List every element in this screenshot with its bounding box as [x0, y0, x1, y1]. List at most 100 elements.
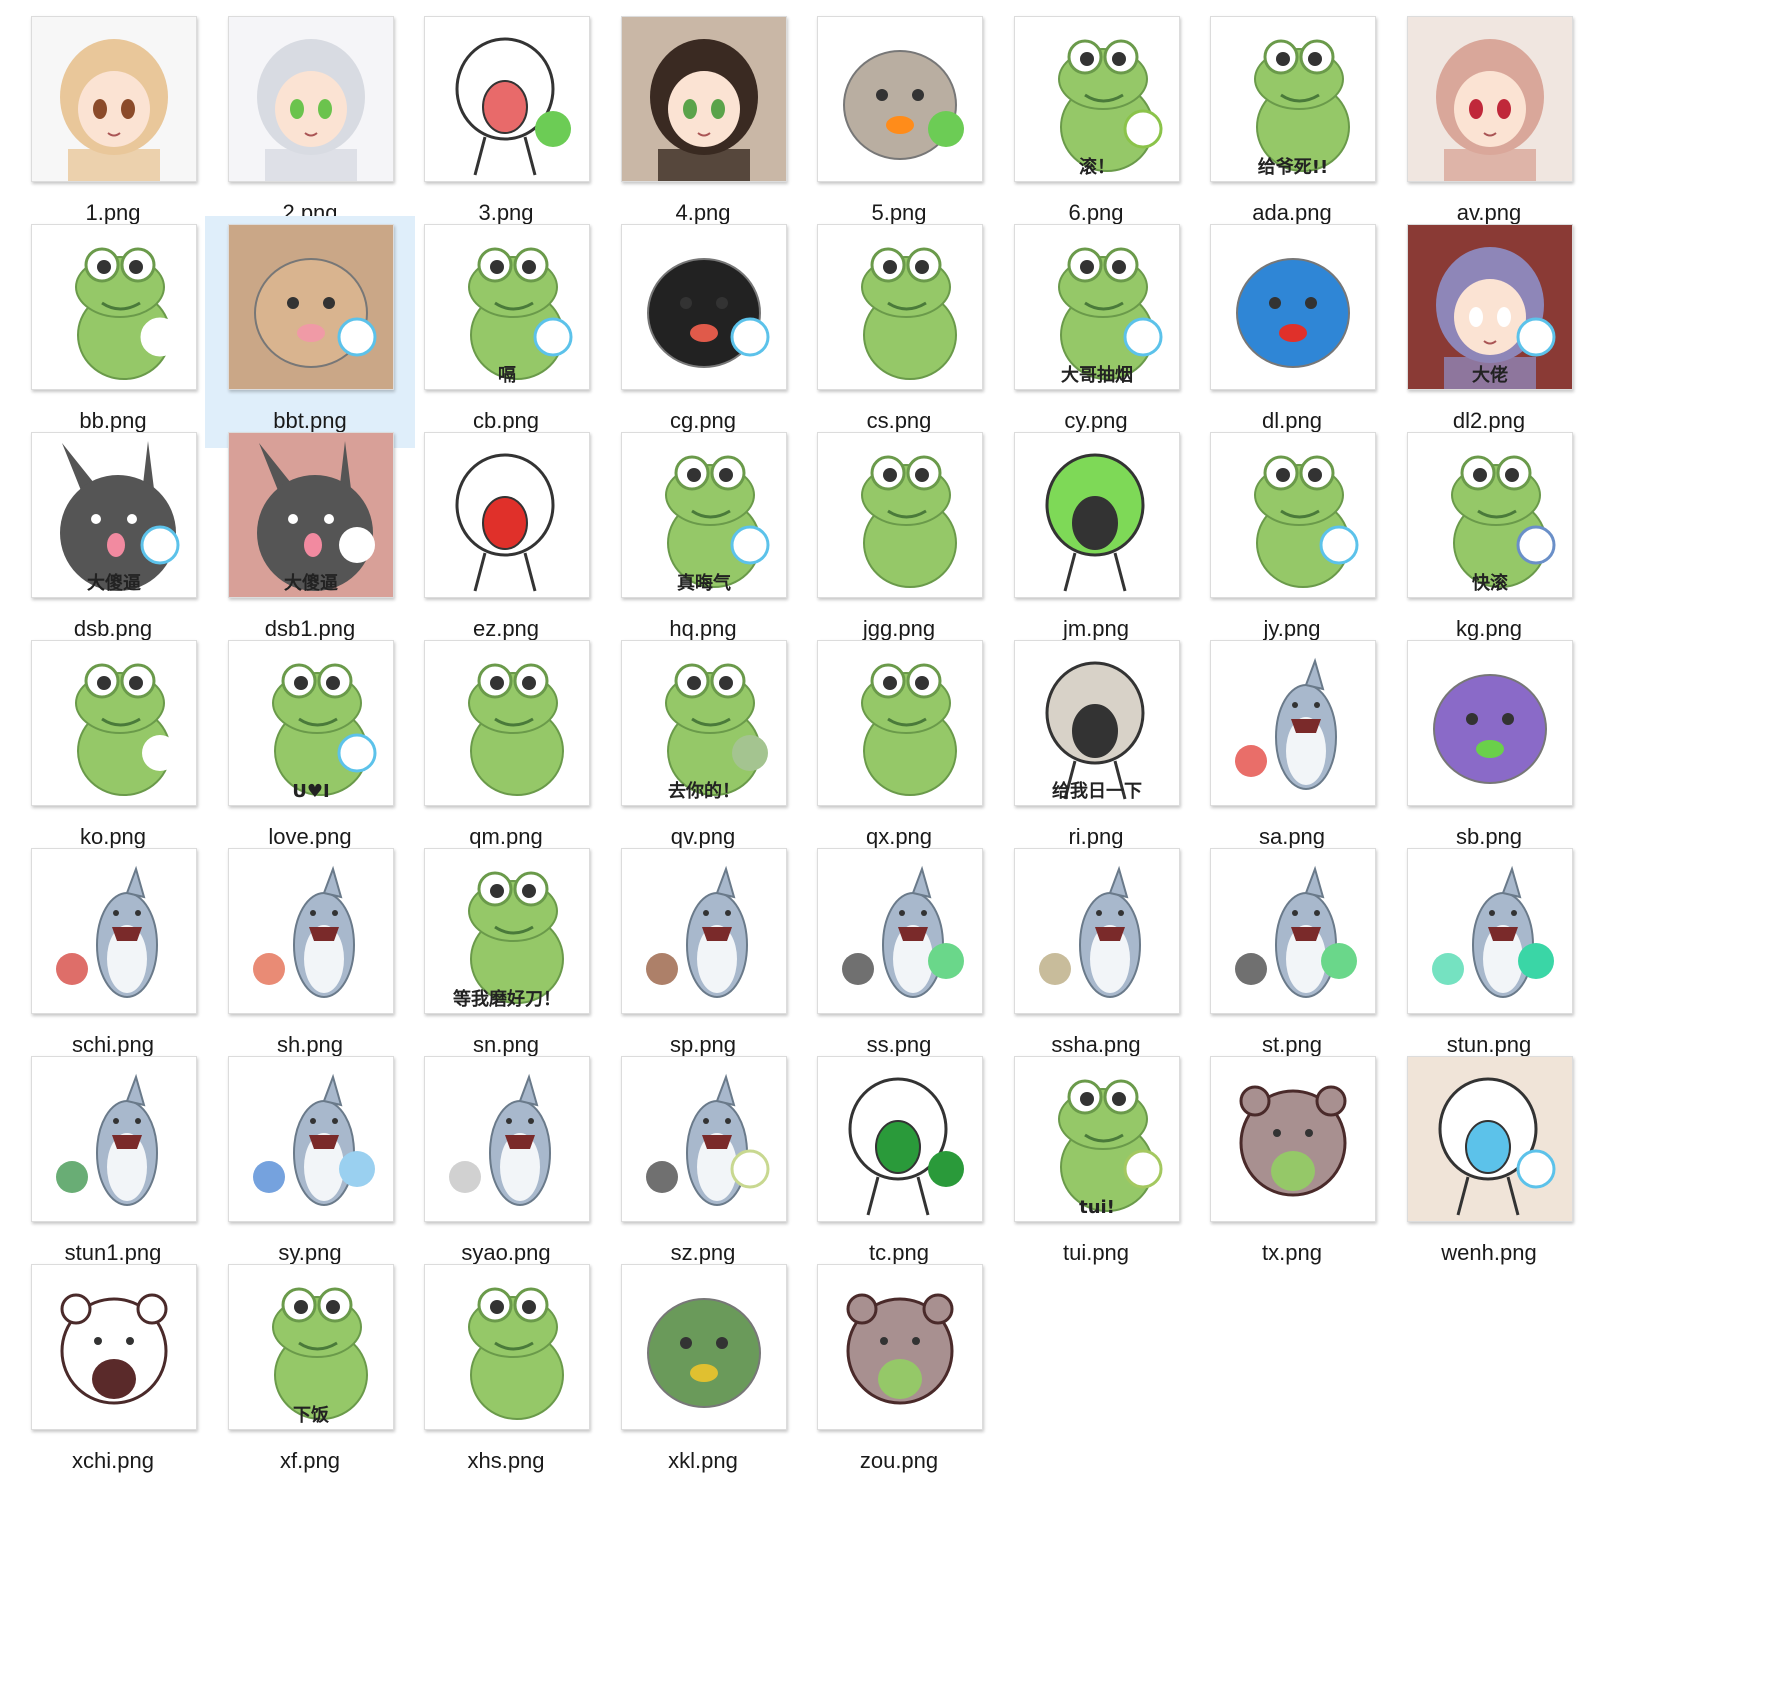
- file-name-label[interactable]: ko.png: [79, 824, 147, 849]
- file-thumbnail[interactable]: 快滚: [1407, 432, 1573, 598]
- file-name-label[interactable]: 6.png: [1068, 200, 1124, 225]
- file-name-label[interactable]: bbt.png: [273, 408, 347, 433]
- file-name-label[interactable]: qx.png: [865, 824, 933, 849]
- file-item[interactable]: schi.png: [8, 840, 218, 1072]
- file-thumbnail[interactable]: [424, 1264, 590, 1430]
- file-thumbnail[interactable]: [424, 432, 590, 598]
- file-item[interactable]: 大佬 dl2.png: [1384, 216, 1594, 448]
- file-name-label[interactable]: ss.png: [866, 1032, 932, 1057]
- file-item[interactable]: ss.png: [794, 840, 1004, 1072]
- file-name-label[interactable]: ri.png: [1068, 824, 1124, 849]
- file-thumbnail[interactable]: [424, 1056, 590, 1222]
- file-name-label[interactable]: ssha.png: [1051, 1032, 1141, 1057]
- file-item[interactable]: sa.png: [1187, 632, 1397, 864]
- file-name-label[interactable]: syao.png: [461, 1240, 551, 1265]
- file-item[interactable]: st.png: [1187, 840, 1397, 1072]
- file-thumbnail[interactable]: 真晦气: [621, 432, 787, 598]
- file-item[interactable]: ez.png: [401, 424, 611, 656]
- file-item[interactable]: sh.png: [205, 840, 415, 1072]
- file-name-label[interactable]: xkl.png: [668, 1448, 738, 1473]
- file-name-label[interactable]: tc.png: [869, 1240, 929, 1265]
- file-thumbnail[interactable]: [621, 16, 787, 182]
- file-item[interactable]: tx.png: [1187, 1048, 1397, 1280]
- file-item[interactable]: stun1.png: [8, 1048, 218, 1280]
- file-thumbnail[interactable]: 去你的！: [621, 640, 787, 806]
- file-thumbnail[interactable]: [31, 1264, 197, 1430]
- file-name-label[interactable]: kg.png: [1455, 616, 1523, 641]
- file-name-label[interactable]: dl.png: [1262, 408, 1322, 433]
- file-thumbnail[interactable]: tui!: [1014, 1056, 1180, 1222]
- file-thumbnail[interactable]: [817, 640, 983, 806]
- file-item[interactable]: sb.png: [1384, 632, 1594, 864]
- file-thumbnail[interactable]: 给爷死!!: [1210, 16, 1376, 182]
- file-item[interactable]: sz.png: [598, 1048, 808, 1280]
- file-item[interactable]: ssha.png: [991, 840, 1201, 1072]
- file-item[interactable]: 去你的！ qv.png: [598, 632, 808, 864]
- file-thumbnail[interactable]: 大佬: [1407, 224, 1573, 390]
- file-thumbnail[interactable]: [1210, 1056, 1376, 1222]
- file-name-label[interactable]: 5.png: [871, 200, 927, 225]
- file-thumbnail[interactable]: [31, 16, 197, 182]
- file-thumbnail[interactable]: [621, 224, 787, 390]
- file-name-label[interactable]: sy.png: [278, 1240, 342, 1265]
- file-thumbnail[interactable]: [621, 848, 787, 1014]
- file-thumbnail[interactable]: 下饭: [228, 1264, 394, 1430]
- file-item[interactable]: syao.png: [401, 1048, 611, 1280]
- file-name-label[interactable]: schi.png: [72, 1032, 154, 1057]
- file-name-label[interactable]: st.png: [1262, 1032, 1322, 1057]
- file-name-label[interactable]: jy.png: [1263, 616, 1321, 641]
- file-thumbnail[interactable]: [228, 224, 394, 390]
- file-thumbnail[interactable]: [817, 224, 983, 390]
- file-thumbnail[interactable]: 给我日一下: [1014, 640, 1180, 806]
- file-name-label[interactable]: stun.png: [1446, 1032, 1532, 1057]
- file-name-label[interactable]: xf.png: [280, 1448, 340, 1473]
- file-thumbnail[interactable]: [31, 224, 197, 390]
- file-thumbnail[interactable]: U♥I: [228, 640, 394, 806]
- file-item[interactable]: jy.png: [1187, 424, 1397, 656]
- file-item[interactable]: 下饭 xf.png: [205, 1256, 415, 1488]
- file-thumbnail[interactable]: [424, 640, 590, 806]
- file-thumbnail[interactable]: 等我磨好刀！: [424, 848, 590, 1014]
- file-item[interactable]: xkl.png: [598, 1256, 808, 1488]
- file-thumbnail[interactable]: [1407, 1056, 1573, 1222]
- file-thumbnail[interactable]: 嗝: [424, 224, 590, 390]
- file-name-label[interactable]: sb.png: [1455, 824, 1523, 849]
- file-thumbnail[interactable]: [1210, 224, 1376, 390]
- file-name-label[interactable]: sn.png: [472, 1032, 540, 1057]
- file-name-label[interactable]: sh.png: [276, 1032, 344, 1057]
- file-name-label[interactable]: bb.png: [79, 408, 147, 433]
- file-name-label[interactable]: xchi.png: [72, 1448, 154, 1473]
- file-name-label[interactable]: hq.png: [669, 616, 737, 641]
- file-item[interactable]: ko.png: [8, 632, 218, 864]
- file-name-label[interactable]: sp.png: [669, 1032, 737, 1057]
- file-thumbnail[interactable]: [1407, 640, 1573, 806]
- file-item[interactable]: jm.png: [991, 424, 1201, 656]
- file-name-label[interactable]: ada.png: [1252, 200, 1332, 225]
- file-thumbnail[interactable]: [1210, 848, 1376, 1014]
- file-item[interactable]: xchi.png: [8, 1256, 218, 1488]
- file-thumbnail[interactable]: [228, 848, 394, 1014]
- file-item[interactable]: tui! tui.png: [991, 1048, 1201, 1280]
- file-thumbnail[interactable]: 大傻逼: [228, 432, 394, 598]
- file-name-label[interactable]: stun1.png: [64, 1240, 162, 1265]
- file-thumbnail[interactable]: [817, 432, 983, 598]
- file-item[interactable]: zou.png: [794, 1256, 1004, 1488]
- file-thumbnail[interactable]: [1407, 848, 1573, 1014]
- file-item[interactable]: cs.png: [794, 216, 1004, 448]
- file-thumbnail[interactable]: [621, 1056, 787, 1222]
- file-name-label[interactable]: cs.png: [866, 408, 932, 433]
- file-item[interactable]: 1.png: [8, 8, 218, 240]
- file-name-label[interactable]: cb.png: [472, 408, 540, 433]
- file-item[interactable]: xhs.png: [401, 1256, 611, 1488]
- file-item[interactable]: 给爷死!! ada.png: [1187, 8, 1397, 240]
- file-name-label[interactable]: 3.png: [478, 200, 534, 225]
- file-thumbnail[interactable]: [817, 16, 983, 182]
- file-item[interactable]: dl.png: [1187, 216, 1397, 448]
- file-item[interactable]: 给我日一下 ri.png: [991, 632, 1201, 864]
- file-item[interactable]: bb.png: [8, 216, 218, 448]
- file-thumbnail[interactable]: 大哥抽烟: [1014, 224, 1180, 390]
- file-item[interactable]: jgg.png: [794, 424, 1004, 656]
- file-item[interactable]: 2.png: [205, 8, 415, 240]
- file-thumbnail[interactable]: [228, 16, 394, 182]
- file-item[interactable]: cg.png: [598, 216, 808, 448]
